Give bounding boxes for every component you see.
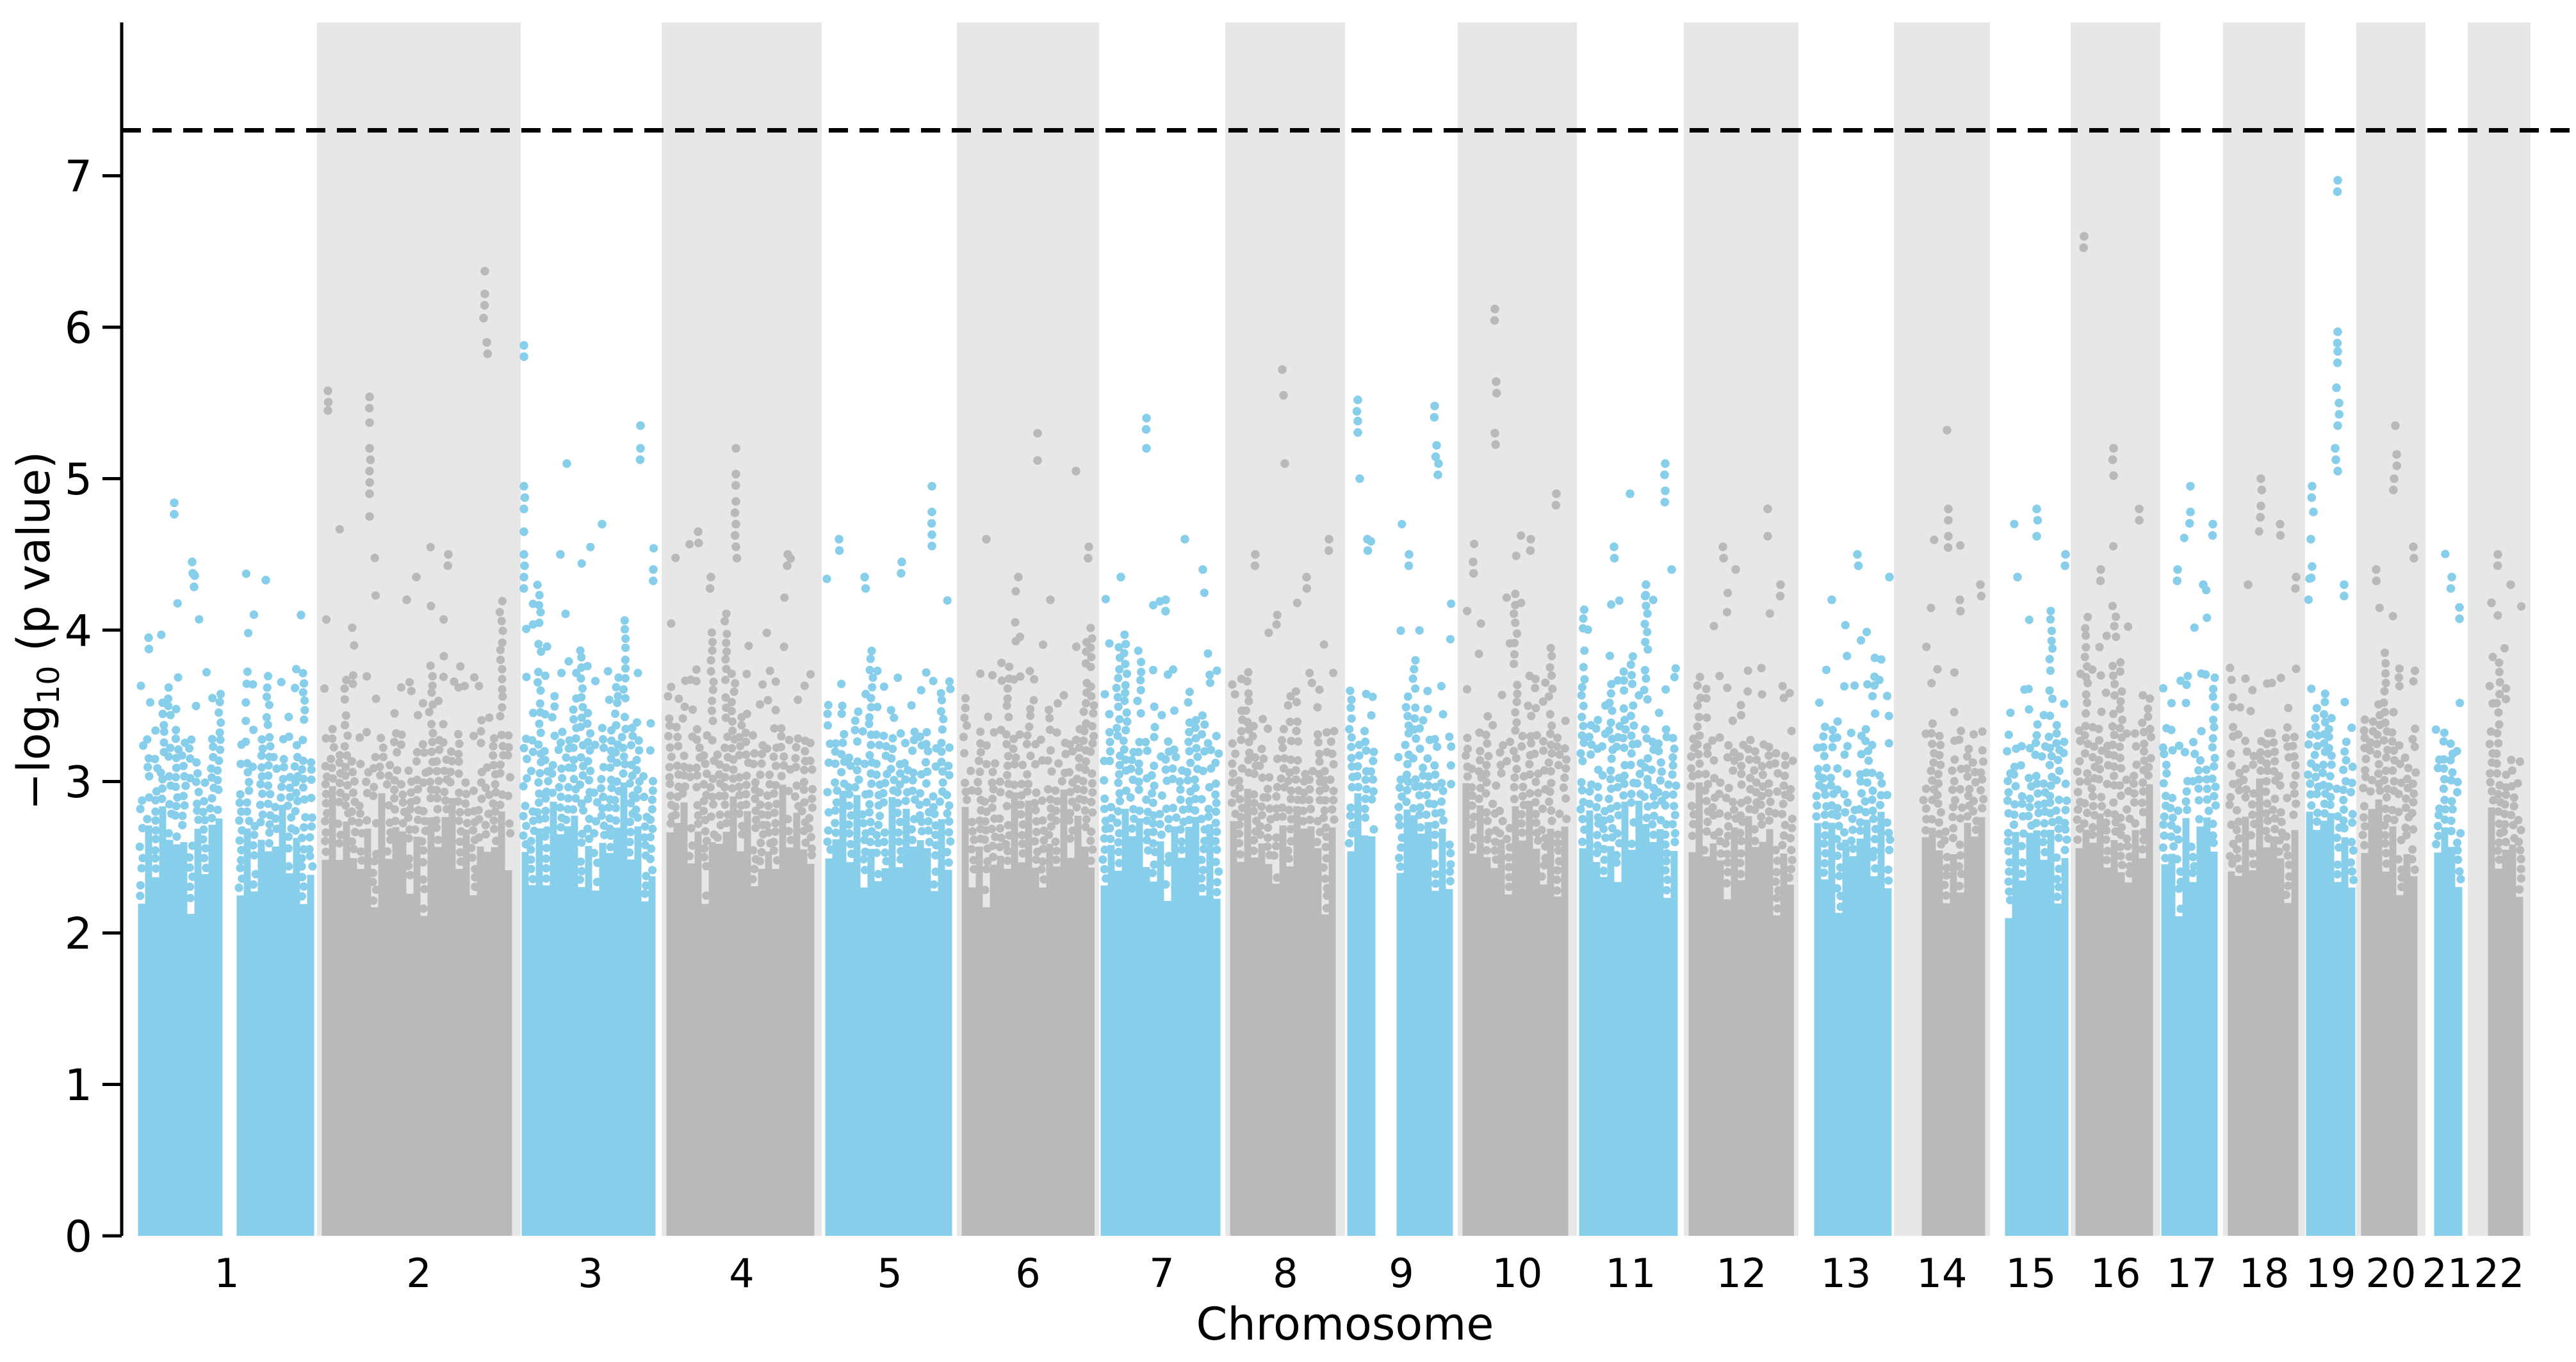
x-tick-label-chr3: 3: [578, 1250, 603, 1297]
x-tick-label-chr20: 20: [2366, 1250, 2417, 1297]
chr-5-points: [822, 482, 955, 1236]
chr-18-points: [2225, 474, 2301, 1236]
y-axis-ticks: 0 1 2 3 4 5 6 7: [65, 152, 122, 1262]
y-tick-label-0: 0: [65, 1212, 92, 1262]
x-tick-label-chr19: 19: [2306, 1250, 2356, 1297]
x-tick-label-chr17: 17: [2167, 1250, 2217, 1297]
chr-21-points: [2431, 549, 2465, 1236]
x-tick-label-chr14: 14: [1917, 1250, 1968, 1297]
chr-16-points: [2073, 232, 2156, 1236]
x-tick-label-chr1: 1: [214, 1250, 239, 1297]
chr-4-points: [664, 444, 817, 1236]
y-tick-label-4: 4: [65, 606, 92, 656]
x-tick-label-chr12: 12: [1716, 1250, 1767, 1297]
chr-14-points: [1919, 426, 1988, 1236]
y-axis-title-suffix: (p value): [8, 451, 60, 666]
chr-6-points: [959, 428, 1098, 1236]
x-tick-label-chr21: 21: [2422, 1250, 2473, 1297]
x-tick-label-chr5: 5: [877, 1250, 902, 1297]
y-tick-label-1: 1: [65, 1060, 92, 1111]
x-tick-label-chr18: 18: [2239, 1250, 2290, 1297]
chr-9-points: [1344, 395, 1456, 1236]
chr-7-points: [1098, 414, 1223, 1236]
x-axis-labels: 1 2 3 4 5 6 7 8 9 10 11 12 13 14 15 16 17 18 19 20 21 22: [214, 1250, 2524, 1297]
chr-20-points: [2358, 421, 2420, 1236]
chr-12-points: [1686, 505, 1797, 1236]
x-tick-label-chr8: 8: [1273, 1250, 1298, 1297]
x-tick-label-chr4: 4: [729, 1250, 754, 1297]
chr-11-points: [1576, 459, 1681, 1236]
x-tick-label-chr2: 2: [406, 1250, 431, 1297]
x-tick-label-chr11: 11: [1606, 1250, 1656, 1297]
y-tick-label-6: 6: [65, 303, 92, 353]
x-tick-label-chr7: 7: [1149, 1250, 1174, 1297]
x-axis-title: Chromosome: [1196, 1298, 1494, 1350]
x-tick-label-chr9: 9: [1389, 1250, 1414, 1297]
y-axis-title: −log10 (p value): [8, 451, 67, 811]
chr-1-points: [135, 498, 317, 1236]
chr-19-points: [2304, 175, 2358, 1236]
y-tick-label-3: 3: [65, 758, 92, 808]
chr-2-points: [320, 266, 515, 1236]
y-axis-title-subscript: 10: [31, 665, 67, 704]
y-axis-title-prefix: −log: [8, 704, 60, 811]
y-tick-label-5: 5: [65, 455, 92, 505]
x-tick-label-chr16: 16: [2091, 1250, 2141, 1297]
y-tick-label-7: 7: [65, 152, 92, 202]
x-tick-label-chr10: 10: [1492, 1250, 1543, 1297]
chr-3-points: [519, 341, 658, 1236]
chr-17-points: [2158, 482, 2220, 1236]
x-tick-label-chr6: 6: [1015, 1250, 1040, 1297]
x-tick-label-chr15: 15: [2006, 1250, 2057, 1297]
y-tick-label-2: 2: [65, 909, 92, 959]
x-tick-label-chr22: 22: [2474, 1250, 2525, 1297]
x-tick-label-chr13: 13: [1821, 1250, 1871, 1297]
chr-10-points: [1461, 304, 1571, 1236]
chr-15-points: [2003, 505, 2071, 1236]
chr-22-points: [2485, 550, 2526, 1236]
chr-13-points: [1812, 550, 1895, 1236]
chr-8-points: [1227, 365, 1339, 1236]
